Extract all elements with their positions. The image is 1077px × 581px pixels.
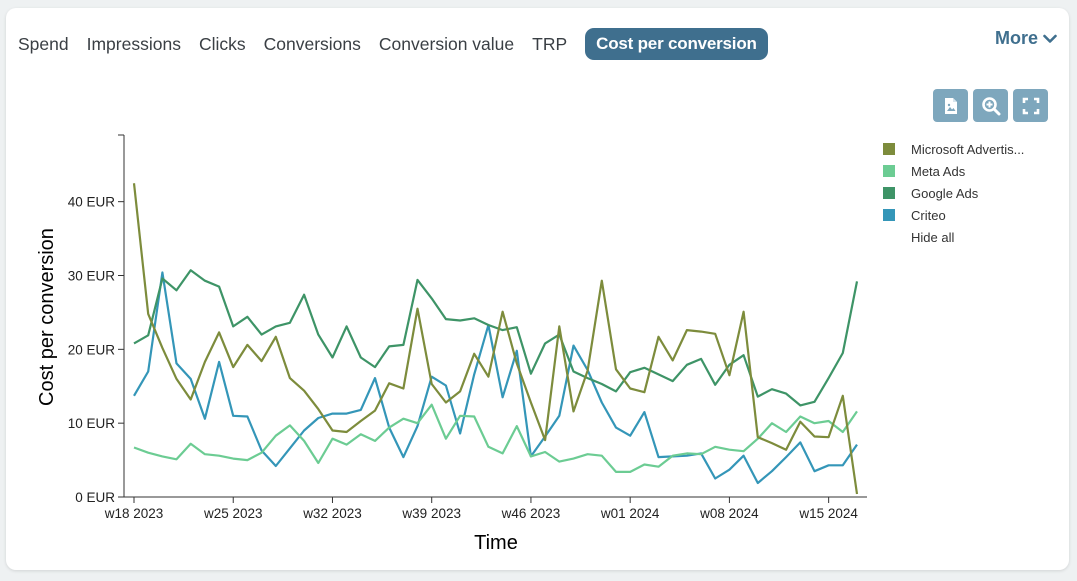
legend-swatch — [883, 143, 895, 155]
legend-label: Google Ads — [911, 185, 979, 201]
legend-item[interactable]: Criteo — [883, 204, 1024, 226]
tab-trp[interactable]: TRP — [532, 34, 568, 54]
hide-all-button[interactable]: Hide all — [911, 229, 955, 245]
legend-label: Meta Ads — [911, 163, 966, 179]
x-tick-label: w15 2024 — [798, 506, 858, 521]
x-tick-label: w25 2023 — [203, 506, 263, 521]
tab-impressions[interactable]: Impressions — [86, 34, 181, 54]
x-tick-label: w08 2024 — [699, 506, 759, 521]
chart-card — [6, 8, 1069, 570]
legend-swatch — [883, 209, 895, 221]
chevron-down-icon — [1043, 34, 1057, 43]
x-axis-title: Time — [474, 532, 518, 554]
series-line-google-ads[interactable] — [133, 269, 859, 407]
legend-label: Criteo — [911, 207, 946, 223]
more-label: More — [994, 28, 1038, 48]
tab-clicks[interactable]: Clicks — [198, 34, 246, 54]
legend-label: Microsoft Advertis... — [911, 141, 1025, 157]
x-tick-label: w32 2023 — [302, 506, 362, 521]
zoom-button[interactable] — [973, 89, 1008, 122]
zoom-icon — [981, 96, 1000, 115]
series-line-meta-ads[interactable] — [133, 403, 858, 473]
export-image-button[interactable] — [933, 89, 968, 122]
export-image-icon — [944, 97, 957, 114]
y-tick-label: 30 EUR — [68, 268, 116, 283]
x-tick-label: w01 2024 — [600, 506, 660, 521]
metric-tabs: Spend Impressions Clicks Conversions Convers… — [18, 28, 786, 60]
series-line-criteo[interactable] — [133, 271, 858, 485]
legend-item[interactable]: Microsoft Advertis... — [883, 138, 1024, 160]
y-tick-label: 20 EUR — [68, 342, 116, 357]
legend-item[interactable]: Google Ads — [883, 182, 1024, 204]
fullscreen-button[interactable] — [1013, 89, 1048, 122]
x-tick-label: w46 2023 — [501, 506, 561, 521]
chart-legend: Microsoft Advertis... Meta Ads Google Ads C… — [883, 138, 1024, 248]
legend-item[interactable]: Meta Ads — [883, 160, 1024, 182]
x-tick-label: w39 2023 — [401, 506, 461, 521]
tab-conversions[interactable]: Conversions — [263, 34, 361, 54]
tab-conversion-value[interactable]: Conversion value — [378, 34, 515, 54]
fullscreen-icon — [1022, 97, 1039, 114]
y-tick-label: 10 EUR — [68, 416, 116, 431]
y-tick-label: 40 EUR — [68, 195, 116, 210]
tab-spend[interactable]: Spend — [18, 34, 69, 54]
x-tick-label: w18 2023 — [104, 506, 164, 521]
more-dropdown[interactable]: More — [995, 28, 1057, 49]
series-line-microsoft-advertis[interactable] — [132, 183, 859, 495]
tab-cost-per-conversion[interactable]: Cost per conversion — [585, 28, 768, 60]
y-axis-title: Cost per conversion — [36, 228, 58, 406]
legend-swatch — [883, 187, 895, 199]
legend-swatch — [883, 165, 895, 177]
y-tick-label: 0 EUR — [75, 490, 115, 505]
